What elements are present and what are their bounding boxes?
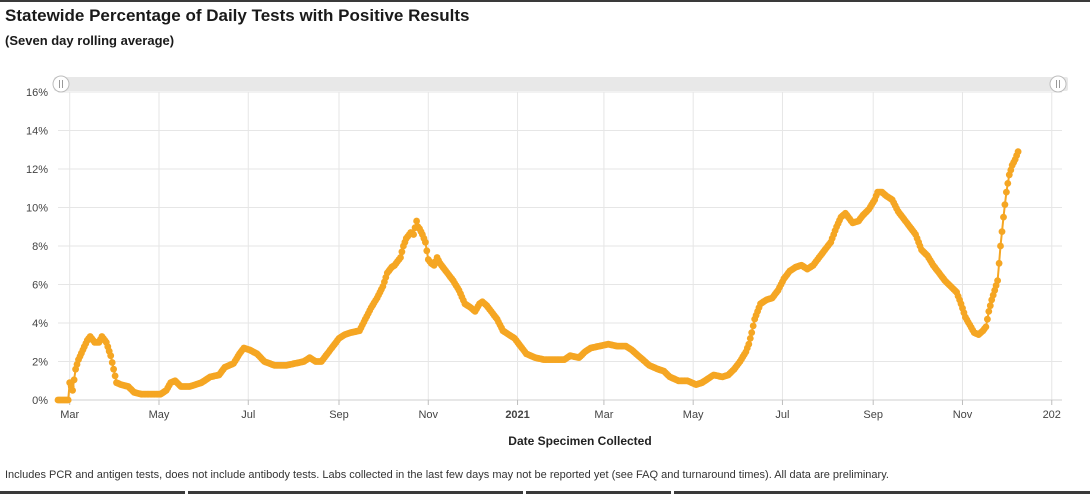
handle-knob[interactable] — [52, 75, 70, 93]
x-axis: Mar May Jul Sep Nov 2021 Mar May Jul Sep Nov 202 — [58, 399, 1062, 421]
range-slider-right-handle[interactable] — [1049, 75, 1067, 93]
grid — [58, 91, 1062, 401]
x-tick-label: 202 — [1043, 409, 1061, 421]
data-point[interactable] — [1004, 180, 1012, 187]
data-point[interactable] — [1000, 213, 1007, 221]
y-tick-label: 14% — [26, 126, 48, 138]
grip-icon — [1056, 80, 1060, 88]
y-tick-label: 6% — [32, 280, 48, 292]
x-tick-label: Jul — [241, 409, 255, 421]
y-tick-label: 8% — [32, 241, 48, 253]
range-slider[interactable] — [52, 75, 1068, 93]
data-point[interactable] — [108, 359, 116, 366]
y-tick-label: 0% — [32, 395, 48, 407]
y-axis: 0% 2% 4% 6% 8% 10% 12% 14% 16% — [26, 87, 48, 407]
x-tick-label: Mar — [60, 409, 79, 421]
footnote: Includes PCR and antigen tests, does not… — [5, 469, 889, 481]
chart-subtitle: (Seven day rolling average) — [5, 33, 175, 48]
x-axis-title: Date Specimen Collected — [508, 434, 651, 448]
bottom-bar-segment — [674, 491, 1090, 494]
data-point[interactable] — [995, 259, 1003, 267]
bottom-bar-segment — [188, 491, 523, 494]
data-point[interactable] — [1014, 148, 1022, 156]
data-point[interactable] — [985, 308, 993, 315]
x-tick-label: Sep — [329, 409, 349, 421]
data-point[interactable] — [110, 365, 117, 373]
data-point[interactable] — [749, 322, 757, 330]
data-point[interactable] — [69, 387, 76, 394]
x-tick-label: Sep — [863, 409, 883, 421]
data-point[interactable] — [982, 323, 990, 331]
data-series — [54, 148, 1022, 404]
bottom-bar-segment — [0, 491, 185, 494]
data-point[interactable] — [998, 228, 1006, 236]
data-point[interactable] — [398, 248, 406, 256]
grip-icon — [59, 80, 63, 88]
x-tick-label: May — [149, 409, 170, 421]
y-tick-label: 10% — [26, 203, 48, 215]
data-point[interactable] — [107, 352, 115, 360]
x-tick-label: Nov — [418, 409, 438, 421]
bottom-bar-segment — [526, 491, 671, 494]
x-tick-label: May — [683, 409, 704, 421]
data-point[interactable] — [997, 242, 1004, 250]
data-point[interactable] — [1003, 188, 1010, 196]
data-point[interactable] — [745, 340, 753, 348]
data-point[interactable] — [410, 231, 417, 238]
top-border — [0, 0, 1090, 2]
y-tick-label: 16% — [26, 87, 48, 99]
data-point[interactable] — [984, 315, 991, 323]
data-point[interactable] — [748, 329, 756, 336]
data-point[interactable] — [422, 238, 429, 246]
y-tick-label: 2% — [32, 357, 48, 369]
x-tick-label: Jul — [775, 409, 789, 421]
data-point[interactable] — [111, 372, 119, 380]
handle-knob[interactable] — [1049, 75, 1067, 93]
data-point[interactable] — [64, 396, 72, 404]
x-tick-label: 2021 — [505, 409, 529, 421]
data-point[interactable] — [994, 277, 1001, 284]
range-slider-left-handle[interactable] — [52, 75, 70, 93]
data-point[interactable] — [423, 247, 431, 255]
chart-title: Statewide Percentage of Daily Tests with… — [5, 6, 470, 25]
y-tick-label: 4% — [32, 318, 48, 330]
data-point[interactable] — [986, 302, 994, 310]
y-tick-label: 12% — [26, 164, 48, 176]
data-point[interactable] — [70, 376, 78, 384]
data-point[interactable] — [1001, 201, 1009, 209]
data-point[interactable] — [397, 254, 404, 261]
data-point[interactable] — [413, 217, 420, 225]
series-line — [58, 151, 1020, 401]
x-tick-label: Mar — [594, 409, 613, 421]
range-slider-track[interactable] — [54, 77, 1068, 91]
x-tick-label: Nov — [953, 409, 973, 421]
data-point[interactable] — [746, 335, 754, 342]
